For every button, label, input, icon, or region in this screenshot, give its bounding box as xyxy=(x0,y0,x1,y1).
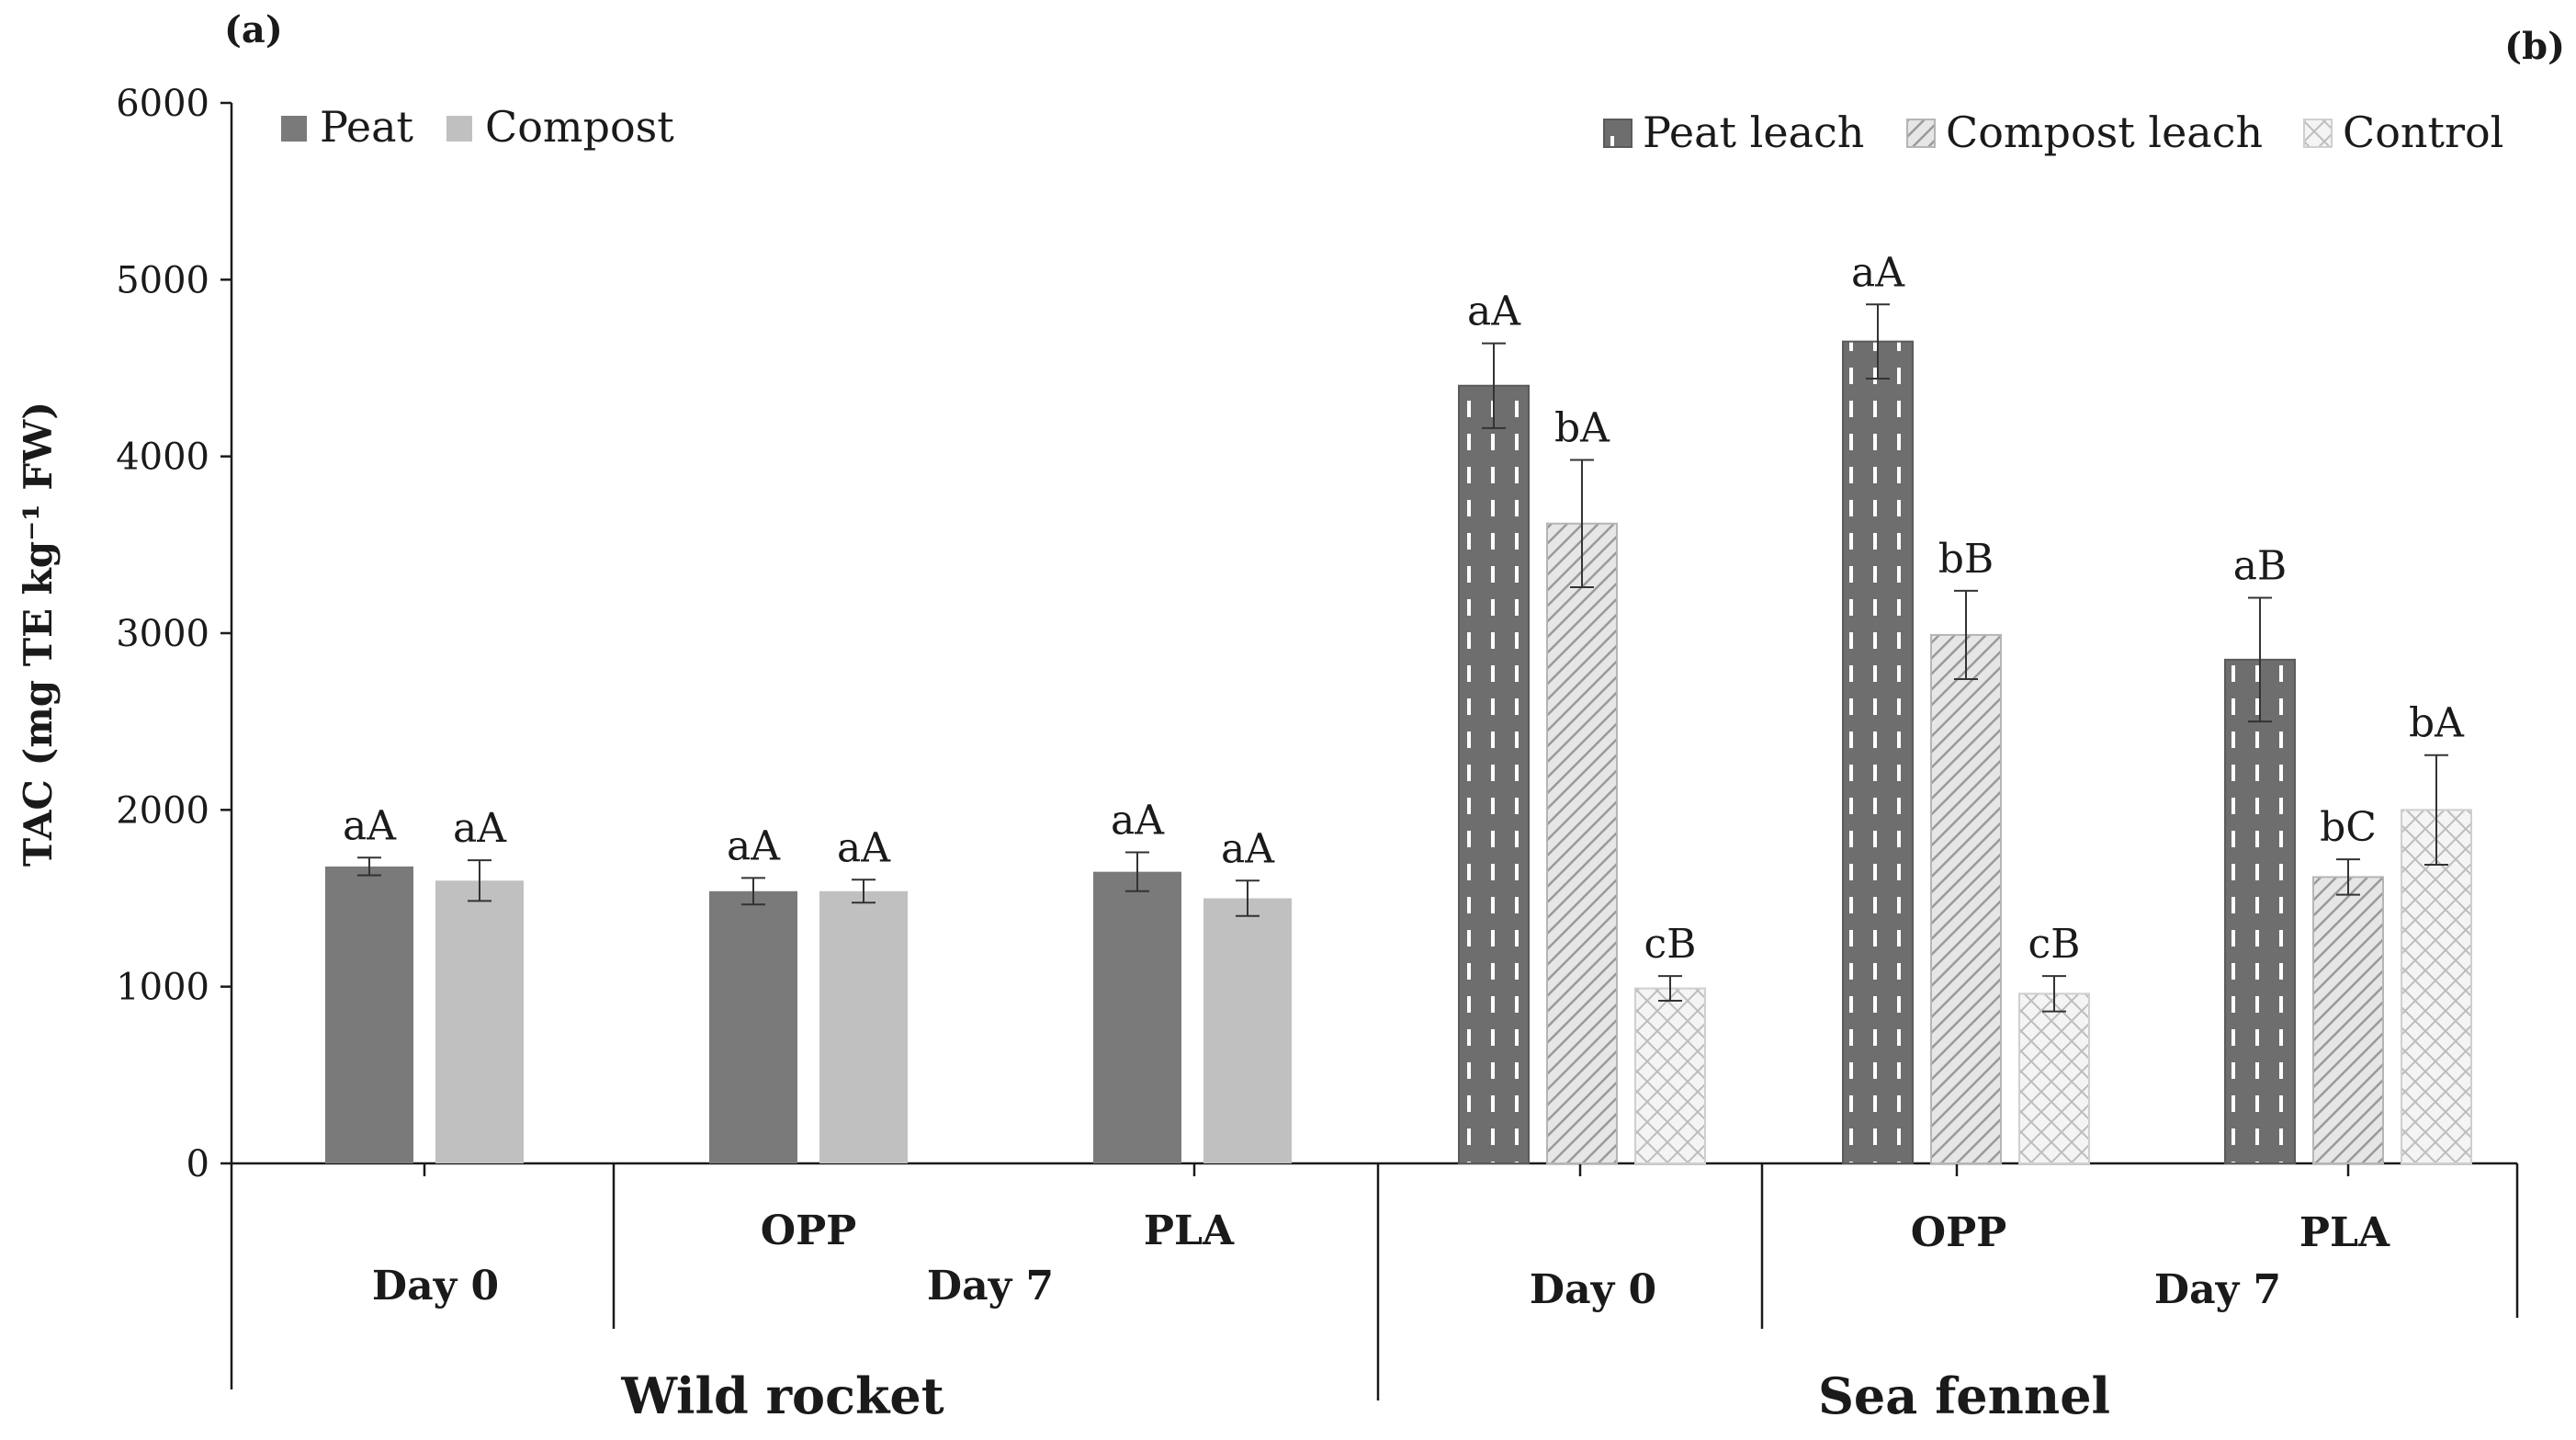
y-tick-label: 5000 xyxy=(116,259,209,301)
sig-label-peat: aA xyxy=(727,822,781,869)
sig-label-compost: aA xyxy=(453,805,507,852)
label-sea-fennel-day7: Day 7 xyxy=(2154,1266,2281,1313)
bar-peat-group-3 xyxy=(1093,871,1181,1163)
bar-peat-group-2 xyxy=(709,890,797,1163)
label-wild-rocket-pla: PLA xyxy=(1144,1208,1235,1254)
panel-label-a: (a) xyxy=(224,8,283,51)
label-sea-fennel-opp: OPP xyxy=(1911,1209,2007,1256)
label-wild-rocket-opp: OPP xyxy=(761,1208,857,1254)
bar-compost-group-2 xyxy=(819,890,908,1163)
bar-compost-leach-group-3 xyxy=(2312,876,2384,1164)
sig-label-peat: aA xyxy=(343,802,397,849)
legend-swatch-peat-leach xyxy=(1603,119,1633,148)
sig-label-control: cB xyxy=(1644,921,1697,968)
legend-label-compost-leach: Compost leach xyxy=(1946,108,2263,157)
sig-label-control: cB xyxy=(2028,921,2081,968)
panel-label-b: (b) xyxy=(2504,25,2565,68)
label-wild-rocket-day7: Day 7 xyxy=(927,1263,1054,1310)
legend-label-control: Control xyxy=(2343,108,2503,157)
bar-compost-group-3 xyxy=(1203,898,1292,1163)
legend-swatch-peat xyxy=(281,116,307,142)
sig-label-compost-leach: bB xyxy=(1938,536,1994,583)
bar-peat-leach-group-2 xyxy=(1842,340,1914,1164)
y-tick-label: 4000 xyxy=(116,437,209,479)
y-tick-label: 3000 xyxy=(116,613,209,655)
sig-label-peat-leach: aB xyxy=(2233,543,2288,590)
bar-compost-group-1 xyxy=(435,880,524,1163)
label-wild-rocket-day0: Day 0 xyxy=(372,1263,499,1310)
label-sea-fennel-pla: PLA xyxy=(2299,1209,2390,1256)
legend-label-compost: Compost xyxy=(485,102,674,152)
y-tick-label: 6000 xyxy=(116,83,209,125)
y-tick-label: 2000 xyxy=(116,789,209,832)
bar-compost-leach-group-2 xyxy=(1930,633,2002,1164)
sig-label-compost-leach: bA xyxy=(1554,405,1610,452)
legend-label-peat: Peat xyxy=(320,102,414,152)
sig-label-compost: aA xyxy=(837,824,891,871)
sig-label-control: bA xyxy=(2409,700,2465,747)
label-sea-fennel-day0: Day 0 xyxy=(1530,1266,1656,1313)
y-tick-label: 0 xyxy=(186,1143,209,1185)
sig-label-peat-leach: aA xyxy=(1467,289,1521,335)
bar-peat-leach-group-3 xyxy=(2224,658,2296,1164)
legend-swatch-control xyxy=(2303,119,2333,148)
label-crop-wild-rocket: Wild rocket xyxy=(620,1366,943,1425)
sig-label-compost: aA xyxy=(1221,825,1275,872)
bar-peat-leach-group-1 xyxy=(1458,384,1530,1164)
bar-peat-group-1 xyxy=(325,866,413,1163)
sig-label-compost-leach: bC xyxy=(2320,804,2377,851)
label-crop-sea-fennel: Sea fennel xyxy=(1818,1366,2110,1425)
bar-control-group-2 xyxy=(2018,992,2090,1164)
y-axis-title: TAC (mg TE kg⁻¹ FW) xyxy=(16,402,61,867)
sig-label-peat: aA xyxy=(1111,797,1165,844)
legend-swatch-compost xyxy=(446,116,472,142)
sig-label-peat-leach: aA xyxy=(1851,249,1905,296)
y-tick-label: 1000 xyxy=(116,967,209,1009)
bar-control-group-1 xyxy=(1634,987,1706,1164)
bar-compost-leach-group-1 xyxy=(1546,522,1618,1164)
legend-label-peat-leach: Peat leach xyxy=(1643,108,1864,157)
legend-swatch-compost-leach xyxy=(1906,119,1936,148)
